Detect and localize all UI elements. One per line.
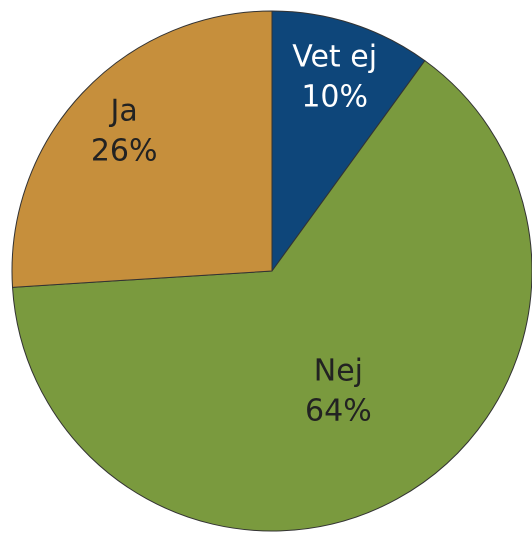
slice-label: Vet ej xyxy=(292,40,377,75)
slice-value-label: 10% xyxy=(301,80,368,115)
pie-slice xyxy=(11,10,273,288)
slice-label: Ja xyxy=(109,94,138,129)
slice-label: Nej xyxy=(314,353,363,388)
pie-slice xyxy=(11,59,532,532)
slice-value-label: 64% xyxy=(305,393,372,428)
pie-slice xyxy=(271,10,426,273)
slice-value-label: 26% xyxy=(91,134,158,169)
